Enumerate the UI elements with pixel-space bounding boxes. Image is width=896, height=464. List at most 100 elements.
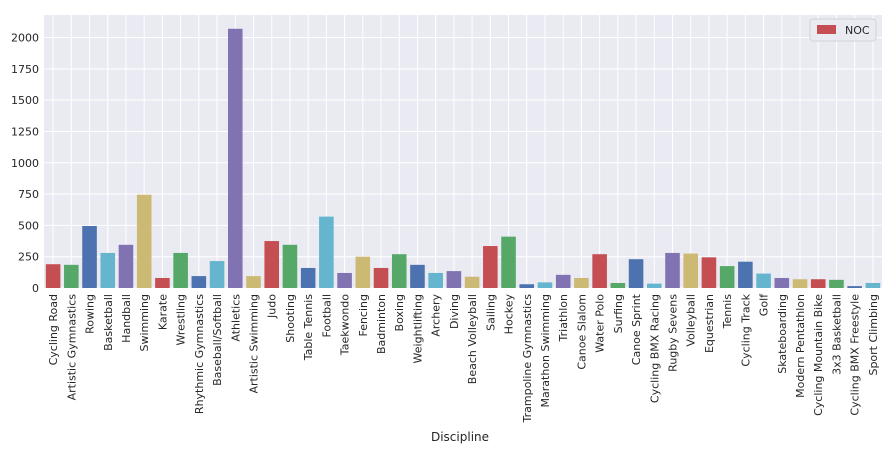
y-tick-label: 2000	[11, 32, 39, 45]
x-tick-label: Rowing	[84, 294, 97, 334]
x-tick-label: Canoe Slalom	[575, 294, 588, 370]
bar	[118, 244, 134, 288]
bar	[45, 264, 61, 288]
y-tick-labels: 0 250 500 750 1000 1250 1500 1750 2000	[11, 32, 39, 295]
bar	[574, 277, 589, 288]
bar	[519, 284, 535, 288]
x-tick-label: 3x3 Basketball	[830, 294, 843, 375]
x-tick-label: Hockey	[503, 294, 516, 335]
legend-swatch	[817, 25, 836, 34]
bar	[227, 28, 243, 288]
bar	[300, 267, 316, 288]
bar	[82, 226, 97, 288]
x-tick-label: Beach Volleyball	[466, 294, 479, 384]
bar	[792, 279, 808, 288]
bars	[45, 28, 881, 288]
bar	[410, 264, 425, 288]
x-tick-label: Surfing	[612, 294, 625, 333]
bar	[810, 279, 826, 288]
bar	[337, 272, 352, 288]
bar	[191, 276, 207, 288]
x-tick-label: Handball	[120, 294, 133, 343]
bar	[665, 252, 680, 288]
bar	[355, 256, 371, 288]
bar	[428, 272, 443, 288]
x-tick-label: Boxing	[393, 294, 406, 331]
x-tick-label: Water Polo	[594, 294, 607, 353]
legend: NOC	[809, 18, 877, 42]
x-tick-label: Rhythmic Gymnastics	[193, 294, 206, 414]
x-tick-label: Diving	[448, 294, 461, 329]
x-tick-label: Triathlon	[557, 294, 570, 342]
x-tick-label: Athletics	[229, 294, 242, 342]
bar	[501, 236, 516, 288]
y-tick-label: 1500	[11, 94, 39, 107]
bar	[683, 253, 699, 288]
y-tick-label: 1250	[11, 125, 39, 138]
x-tick-label: Tennis	[721, 294, 734, 330]
y-tick-label: 750	[18, 188, 39, 201]
x-tick-label: Shooting	[284, 294, 297, 343]
bar	[555, 274, 571, 288]
legend-box	[809, 18, 877, 42]
x-tick-label: Cycling BMX Racing	[648, 294, 661, 403]
bar	[847, 286, 862, 288]
x-tick-labels: Cycling Road Artistic Gymnastics Rowing Bas…	[47, 293, 880, 424]
bar	[264, 241, 280, 288]
bar	[829, 279, 844, 288]
x-tick-label: Trampoline Gymnastics	[521, 294, 534, 424]
x-tick-label: Volleyball	[685, 294, 698, 347]
bar	[719, 266, 735, 288]
bar	[173, 252, 188, 288]
x-tick-label: Wrestling	[175, 294, 188, 346]
x-tick-label: Taekwondo	[339, 294, 352, 356]
bar	[865, 282, 881, 288]
x-tick-label: Artistic Gymnastics	[65, 294, 78, 401]
x-tick-label: Sport Climbing	[867, 294, 880, 376]
x-tick-label: Cycling BMX Freestyle	[849, 294, 862, 416]
bar	[610, 282, 626, 288]
x-tick-label: Table Tennis	[302, 294, 315, 362]
bar	[155, 277, 170, 288]
bar	[209, 261, 225, 288]
x-axis-label: Discipline	[431, 430, 489, 444]
x-tick-label: Karate	[156, 294, 169, 330]
bar	[446, 271, 462, 288]
bar	[100, 252, 116, 288]
bar	[537, 282, 553, 288]
gridlines	[44, 15, 882, 289]
x-tick-label: Modern Pentathlon	[794, 294, 807, 398]
x-tick-label: Badminton	[375, 294, 388, 354]
x-tick-label: Cycling Track	[739, 293, 752, 366]
y-tick-label: 1000	[11, 157, 39, 170]
x-tick-label: Baseball/Softball	[211, 294, 224, 386]
x-tick-label: Judo	[266, 294, 279, 319]
x-tick-label: Equestrian	[703, 294, 716, 353]
plot-background	[44, 15, 882, 288]
x-tick-label: Basketball	[102, 294, 115, 351]
x-tick-label: Marathon Swimming	[539, 294, 552, 407]
bar	[282, 244, 298, 288]
y-tick-label: 250	[18, 251, 39, 264]
bar	[628, 259, 644, 288]
y-tick-label: 1750	[11, 63, 39, 76]
x-tick-label: Swimming	[138, 294, 151, 351]
y-tick-label: 0	[32, 282, 39, 295]
x-tick-label: Canoe Sprint	[630, 293, 643, 365]
bar	[246, 276, 261, 288]
bar	[483, 246, 498, 288]
bar	[464, 276, 480, 288]
bar	[136, 194, 152, 288]
bar	[391, 254, 407, 288]
bar	[774, 277, 790, 288]
x-tick-label: Skateboarding	[776, 294, 789, 374]
x-tick-label: Archery	[430, 294, 443, 337]
x-tick-label: Cycling Mountain Bike	[812, 294, 825, 416]
bar	[701, 257, 717, 288]
x-tick-label: Rugby Sevens	[667, 294, 680, 372]
x-tick-label: Artistic Swimming	[248, 294, 261, 394]
x-tick-label: Football	[320, 294, 333, 338]
bar	[319, 216, 334, 288]
